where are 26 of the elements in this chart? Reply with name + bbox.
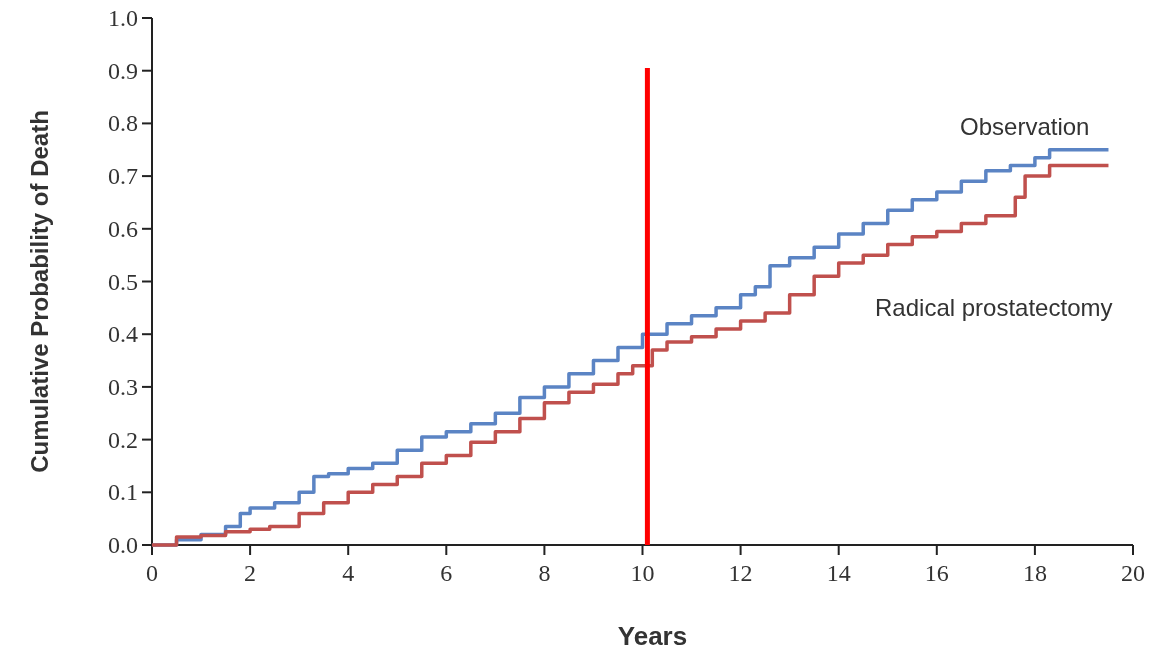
series-label: Observation	[960, 112, 1090, 140]
x-tick-label: 2	[244, 560, 257, 586]
y-tick-label: 0.8	[108, 110, 138, 137]
x-tick-label: 18	[1022, 560, 1047, 586]
y-tick-label: 0.5	[108, 268, 138, 295]
x-axis-title: Years	[617, 621, 688, 651]
x-tick-label: 6	[440, 560, 453, 586]
x-tick-label: 0	[146, 560, 158, 586]
y-axis-title: Cumulative Probability of Death	[26, 110, 53, 473]
y-tick-label: 1.0	[108, 5, 138, 31]
x-tick-label: 16	[924, 560, 949, 586]
y-tick-label: 0.6	[108, 215, 138, 242]
x-tick-label: 8	[538, 560, 551, 586]
y-tick-label: 0.9	[108, 57, 138, 84]
y-tick-label: 0.0	[108, 532, 138, 558]
x-tick-label: 14	[826, 560, 851, 586]
y-tick-label: 0.4	[108, 321, 138, 348]
y-tick-label: 0.3	[108, 373, 138, 400]
series-label: Radical prostatectomy	[875, 293, 1113, 321]
x-tick-label: 4	[342, 560, 355, 586]
y-tick-label: 0.2	[108, 426, 138, 453]
x-tick-label: 12	[728, 560, 753, 586]
y-tick-label: 0.1	[108, 479, 138, 506]
x-tick-label: 10	[630, 560, 655, 586]
y-tick-label: 0.7	[108, 163, 138, 190]
x-tick-label: 20	[1121, 560, 1145, 586]
